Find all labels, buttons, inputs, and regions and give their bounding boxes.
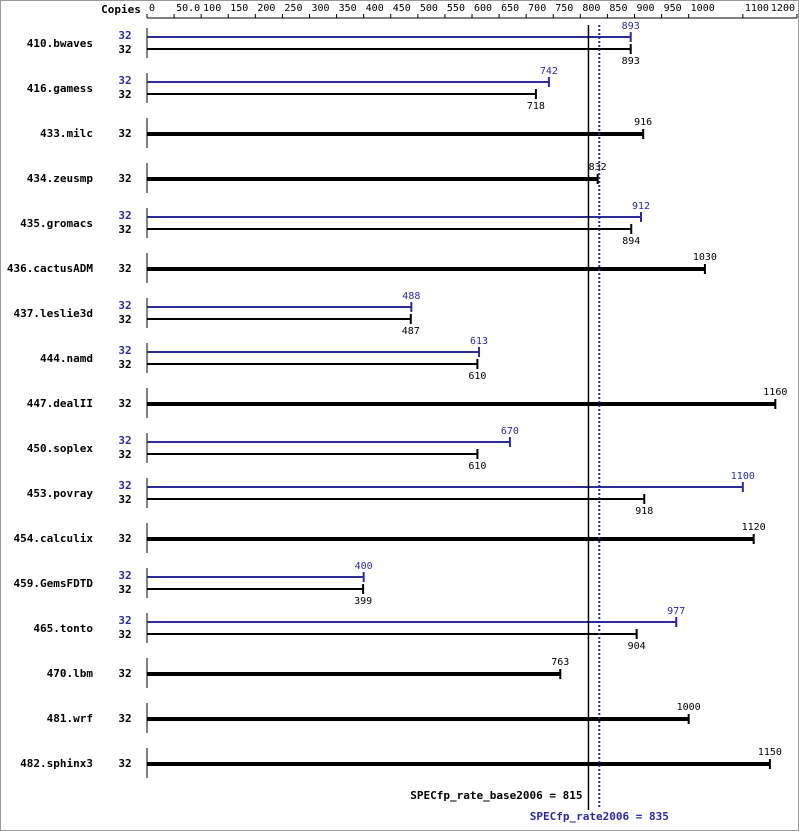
copies-label: 32 — [118, 74, 131, 87]
x-tick-label: 550 — [447, 3, 465, 14]
category-label: 410.bwaves — [27, 37, 93, 50]
category-label: 454.calculix — [14, 532, 94, 545]
x-tick-label: 800 — [582, 3, 600, 14]
x-tick-label: 150 — [230, 3, 248, 14]
x-tick-label: 650 — [501, 3, 519, 14]
reference-label: SPECfp_rate2006 = 835 — [530, 810, 669, 823]
value-label: 610 — [468, 461, 486, 472]
x-tick-label: 350 — [339, 3, 357, 14]
x-tick-label: 1000 — [691, 3, 715, 14]
copies-label: 32 — [118, 344, 131, 357]
x-tick-label: 450 — [393, 3, 411, 14]
value-label: 904 — [628, 641, 646, 652]
copies-label: 32 — [118, 223, 131, 236]
value-label: 670 — [501, 426, 519, 437]
x-tick-label: 300 — [312, 3, 330, 14]
copies-label: 32 — [118, 479, 131, 492]
copies-label: 32 — [118, 88, 131, 101]
value-label: 918 — [635, 506, 653, 517]
copies-label: 32 — [118, 667, 131, 680]
value-label: 894 — [622, 236, 640, 247]
copies-header: Copies — [101, 3, 141, 16]
x-tick-label: 750 — [555, 3, 573, 14]
category-label: 453.povray — [27, 487, 94, 500]
value-label: 977 — [667, 606, 685, 617]
category-label: 444.namd — [40, 352, 93, 365]
x-tick-label: 100 — [203, 3, 221, 14]
x-tick-label: 900 — [637, 3, 655, 14]
category-label: 447.dealII — [27, 397, 93, 410]
copies-label: 32 — [118, 493, 131, 506]
copies-label: 32 — [118, 262, 131, 275]
copies-label: 32 — [118, 757, 131, 770]
copies-label: 32 — [118, 583, 131, 596]
copies-label: 32 — [118, 614, 131, 627]
category-label: 433.milc — [40, 127, 93, 140]
copies-label: 32 — [118, 628, 131, 641]
category-label: 482.sphinx3 — [20, 757, 93, 770]
value-label: 1000 — [677, 702, 701, 713]
x-tick-label: 1100 — [745, 3, 769, 14]
category-label: 465.tonto — [33, 622, 93, 635]
copies-label: 32 — [118, 127, 131, 140]
value-label: 1030 — [693, 252, 717, 263]
value-label: 487 — [402, 326, 420, 337]
value-label: 1160 — [763, 387, 787, 398]
x-tick-label: 1200 — [771, 3, 795, 14]
value-label: 893 — [622, 56, 640, 67]
copies-label: 32 — [118, 569, 131, 582]
copies-label: 32 — [118, 532, 131, 545]
value-label: 718 — [527, 101, 545, 112]
copies-label: 32 — [118, 209, 131, 222]
category-label: 481.wrf — [47, 712, 93, 725]
copies-label: 32 — [118, 712, 131, 725]
copies-label: 32 — [118, 358, 131, 371]
x-tick-label: 850 — [609, 3, 627, 14]
copies-label: 32 — [118, 448, 131, 461]
copies-label: 32 — [118, 434, 131, 447]
category-label: 435.gromacs — [20, 217, 93, 230]
category-label: 459.GemsFDTD — [14, 577, 94, 590]
value-label: 610 — [468, 371, 486, 382]
category-label: 470.lbm — [47, 667, 94, 680]
value-label: 832 — [589, 162, 607, 173]
value-label: 893 — [622, 21, 640, 32]
copies-label: 32 — [118, 29, 131, 42]
x-tick-label: 250 — [284, 3, 302, 14]
x-tick-label: 200 — [257, 3, 275, 14]
x-tick-label: 950 — [664, 3, 682, 14]
category-label: 416.gamess — [27, 82, 93, 95]
value-label: 916 — [634, 117, 652, 128]
copies-label: 32 — [118, 43, 131, 56]
category-label: 434.zeusmp — [27, 172, 94, 185]
value-label: 912 — [632, 201, 650, 212]
value-label: 400 — [355, 561, 373, 572]
value-label: 399 — [354, 596, 372, 607]
x-tick-label: 600 — [474, 3, 492, 14]
value-label: 763 — [551, 657, 569, 668]
value-label: 1150 — [758, 747, 782, 758]
copies-label: 32 — [118, 172, 131, 185]
x-tick-label: 700 — [528, 3, 546, 14]
x-tick-label: 0 — [149, 3, 155, 14]
category-label: 437.leslie3d — [14, 307, 93, 320]
x-tick-label: 50.0 — [176, 3, 200, 14]
value-label: 488 — [402, 291, 420, 302]
value-label: 1120 — [742, 522, 766, 533]
category-label: 450.soplex — [27, 442, 94, 455]
category-label: 436.cactusADM — [7, 262, 93, 275]
copies-label: 32 — [118, 313, 131, 326]
reference-label: SPECfp_rate_base2006 = 815 — [410, 789, 582, 802]
copies-label: 32 — [118, 397, 131, 410]
value-label: 1100 — [731, 471, 755, 482]
copies-label: 32 — [118, 299, 131, 312]
x-tick-label: 400 — [366, 3, 384, 14]
x-tick-label: 500 — [420, 3, 438, 14]
value-label: 742 — [540, 66, 558, 77]
value-label: 613 — [470, 336, 488, 347]
